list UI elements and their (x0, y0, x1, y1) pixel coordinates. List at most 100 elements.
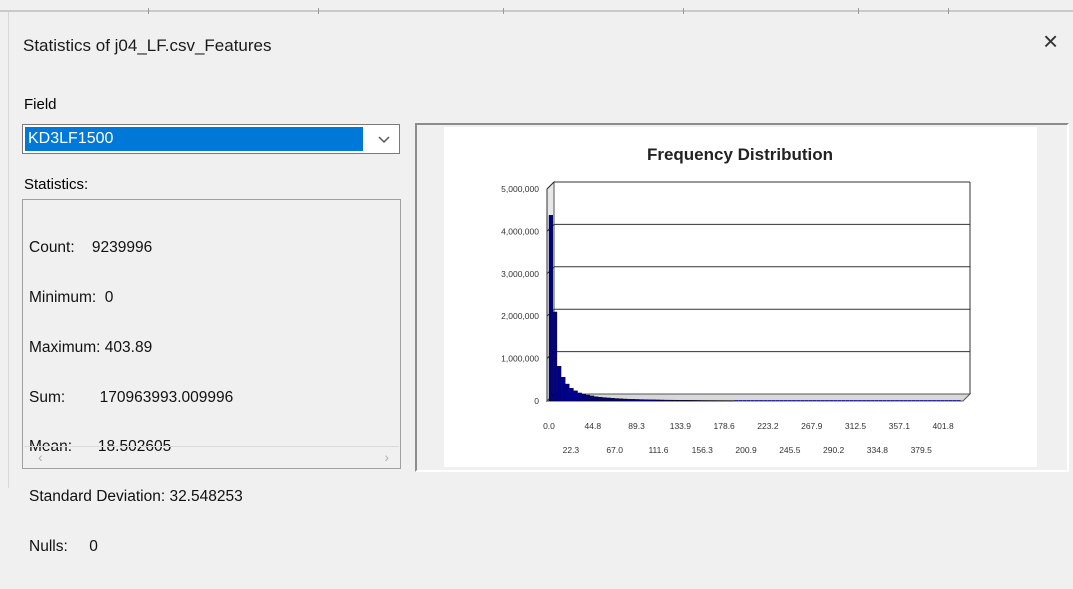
histogram-bar (611, 398, 615, 401)
frequency-chart: Frequency Distribution 0 1,000,000 2,000,0… (444, 127, 1037, 467)
y-tick-label: 2,000,000 (501, 311, 539, 321)
histogram-bar (928, 400, 932, 401)
histogram-bar (578, 393, 582, 401)
histogram-bar (858, 400, 862, 401)
histogram-bar (689, 400, 693, 401)
histogram-bar (883, 400, 887, 401)
histogram-bar (763, 400, 767, 401)
ruler-tick (318, 8, 319, 14)
histogram-bar (850, 400, 854, 401)
histogram-bar (598, 397, 602, 401)
x-tick-label: 200.9 (735, 445, 757, 455)
x-tick-label: 111.6 (648, 445, 668, 455)
histogram-bar (677, 400, 681, 401)
y-tick-label: 1,000,000 (501, 354, 539, 364)
histogram-bar (796, 400, 800, 401)
chart-title: Frequency Distribution (647, 145, 833, 164)
x-tick-label: 44.8 (585, 421, 602, 431)
statistics-textbox[interactable]: Count: 9239996 Minimum: 0 Maximum: 403.8… (22, 199, 401, 469)
histogram-bar (685, 400, 689, 401)
histogram-bar (751, 400, 755, 401)
histogram-bar (582, 394, 586, 401)
histogram-bar (644, 400, 648, 401)
x-tick-label: 245.5 (779, 445, 801, 455)
histogram-bar (776, 400, 780, 401)
scroll-left-icon[interactable]: ‹ (38, 449, 43, 465)
statistics-label: Statistics: (24, 176, 88, 193)
histogram-bar (924, 400, 928, 401)
histogram-bar (932, 400, 936, 401)
histogram-bar (953, 400, 957, 401)
y-tick-label: 0 (534, 396, 539, 406)
histogram-bar (706, 400, 710, 401)
histogram-bar (767, 400, 771, 401)
statistics-text: Count: 9239996 Minimum: 0 Maximum: 403.8… (29, 207, 243, 589)
x-tick-label: 133.9 (670, 421, 692, 431)
histogram-bar (693, 400, 697, 401)
stat-line: Nulls: 0 (29, 539, 243, 556)
stat-line: Maximum: 403.89 (29, 340, 243, 357)
histogram-bar (854, 400, 858, 401)
histogram-bar (912, 400, 916, 401)
histogram-bar (833, 400, 837, 401)
x-tick-label: 178.6 (714, 421, 736, 431)
x-tick-label: 223.2 (757, 421, 779, 431)
histogram-bar (743, 400, 747, 401)
x-tick-label: 379.5 (911, 445, 933, 455)
histogram-bar (903, 400, 907, 401)
histogram-bar (660, 400, 664, 401)
histogram-bar (615, 399, 619, 401)
histogram-bar (739, 400, 743, 401)
x-tick-label: 401.8 (932, 421, 954, 431)
x-tick-label: 22.3 (563, 445, 580, 455)
x-tick-label: 357.1 (889, 421, 911, 431)
histogram-bar (837, 400, 841, 401)
histogram-bar (586, 395, 590, 401)
histogram-bar (936, 400, 940, 401)
stat-line: Sum: 170963993.009996 (29, 390, 243, 407)
x-tick-label: 267.9 (801, 421, 823, 431)
x-tick-label: 312.5 (845, 421, 867, 431)
y-tick-label: 5,000,000 (501, 184, 539, 194)
histogram-bar (821, 400, 825, 401)
field-selected-value: KD3LF1500 (25, 127, 363, 151)
horizontal-scrollbar[interactable]: ‹ › (24, 446, 399, 467)
field-label: Field (24, 96, 57, 113)
histogram-bar (636, 399, 640, 401)
x-tick-label: 156.3 (692, 445, 714, 455)
histogram-bar (549, 215, 553, 401)
plot-background (547, 182, 970, 401)
chevron-down-icon[interactable] (373, 129, 395, 149)
histogram-bar (870, 400, 874, 401)
histogram-bar (561, 377, 565, 401)
field-dropdown[interactable]: KD3LF1500 (22, 124, 400, 154)
histogram-bar (907, 400, 911, 401)
histogram-bar (710, 400, 714, 401)
histogram-bar (557, 366, 561, 401)
histogram-bar (945, 400, 949, 401)
close-button[interactable]: × (1043, 28, 1058, 54)
histogram-bar (640, 400, 644, 401)
histogram-bar (619, 399, 623, 401)
histogram-bar (734, 400, 738, 401)
histogram-bar (949, 400, 953, 401)
histogram-bar (607, 398, 611, 401)
scroll-right-icon[interactable]: › (384, 449, 389, 465)
stat-line: Count: 9239996 (29, 240, 243, 257)
histogram-bar (631, 399, 635, 401)
histogram-bar (701, 400, 705, 401)
x-tick-label: 67.0 (606, 445, 623, 455)
y-tick-label: 3,000,000 (501, 269, 539, 279)
histogram-bar (809, 400, 813, 401)
histogram-bar (664, 400, 668, 401)
histogram-bar (648, 400, 652, 401)
histogram-bar (829, 400, 833, 401)
histogram-bar (656, 400, 660, 401)
histogram-bar (846, 400, 850, 401)
stat-line: Minimum: 0 (29, 290, 243, 307)
histogram-bar (623, 399, 627, 401)
histogram-bar (788, 400, 792, 401)
histogram-bar (627, 399, 631, 401)
x-tick-label: 334.8 (867, 445, 889, 455)
histogram-bar (899, 400, 903, 401)
